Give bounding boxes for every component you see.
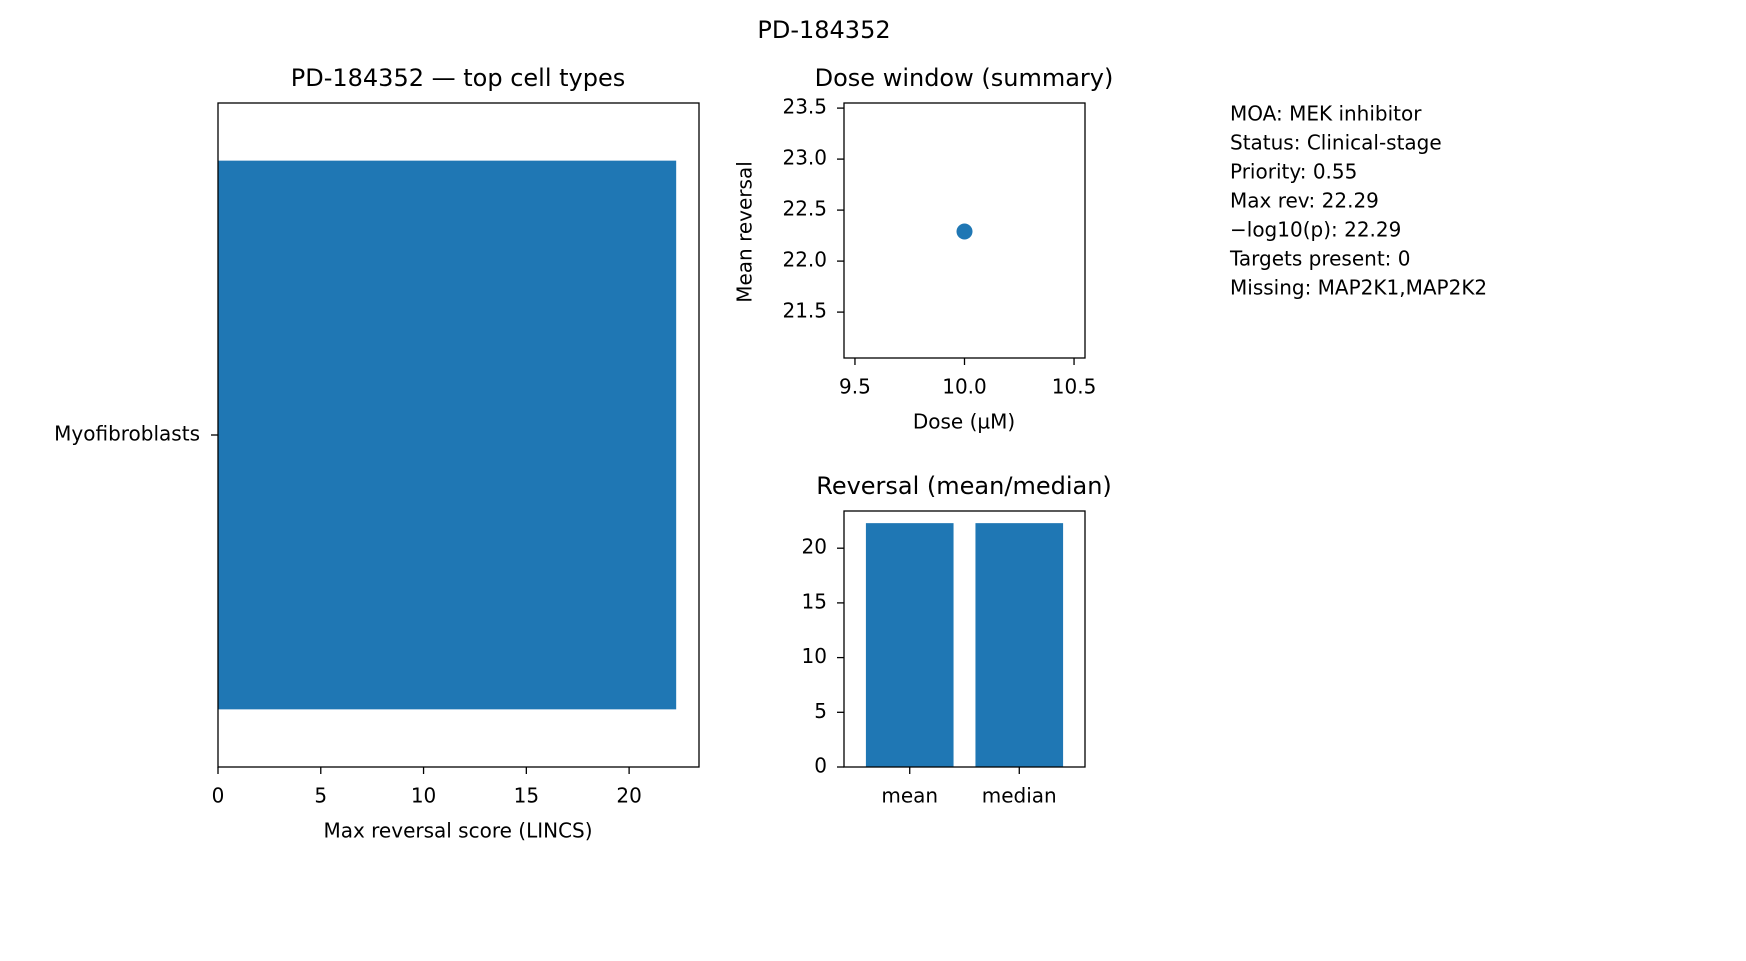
panel-top-cell-types: PD-184352 — top cell types 0 5 10 15 20 Myof… [54, 64, 700, 843]
panel-dose-window: Dose window (summary) 9.5 10.0 10.5 21.5 22… [733, 64, 1114, 434]
x-tick-label: 15 [514, 784, 539, 808]
panel1-x-axis-label: Max reversal score (LINCS) [323, 819, 592, 843]
info-line: Missing: MAP2K1,MAP2K2 [1230, 276, 1487, 300]
info-text-block: MOA: MEK inhibitor Status: Clinical-stage… [1229, 102, 1487, 300]
x-tick-label: 10.5 [1052, 375, 1097, 399]
bar-median [975, 523, 1064, 767]
y-tick-label: Myofibroblasts [54, 422, 200, 446]
x-tick-label: 20 [616, 784, 641, 808]
panel2-y-axis-label: Mean reversal [733, 161, 757, 303]
x-tick-label: 10.0 [942, 375, 987, 399]
y-tick-label: 15 [802, 589, 827, 613]
panel-reversal-mean-median: Reversal (mean/median) mean median 0 5 10 15… [802, 472, 1112, 808]
x-tick-label: mean [881, 784, 938, 808]
y-tick-label: 23.5 [782, 95, 827, 119]
info-line: Targets present: 0 [1229, 247, 1411, 271]
y-tick-label: 5 [814, 699, 827, 723]
figure-title: PD-184352 [757, 16, 890, 44]
x-tick-label: 9.5 [839, 375, 871, 399]
panel3-title: Reversal (mean/median) [816, 472, 1112, 500]
panel1-title: PD-184352 — top cell types [291, 64, 626, 92]
y-tick-label: 22.5 [782, 197, 827, 221]
y-tick-label: 10 [802, 644, 827, 668]
y-tick-label: 0 [814, 754, 827, 778]
info-line: Status: Clinical-stage [1230, 131, 1442, 155]
info-line: MOA: MEK inhibitor [1230, 102, 1422, 126]
info-line: −log10(p): 22.29 [1230, 218, 1401, 242]
x-tick-label: 0 [212, 784, 225, 808]
info-line: Max rev: 22.29 [1230, 189, 1379, 213]
panel2-x-axis-label: Dose (µM) [913, 410, 1015, 434]
bar-mean [865, 523, 954, 767]
info-line: Priority: 0.55 [1230, 160, 1357, 184]
bar-myofibroblasts [218, 160, 677, 710]
y-tick-label: 23.0 [782, 146, 827, 170]
y-tick-label: 21.5 [782, 299, 827, 323]
scatter-point [956, 223, 973, 240]
panel3-axes-frame [843, 510, 1086, 768]
y-tick-label: 22.0 [782, 248, 827, 272]
x-tick-label: 5 [314, 784, 327, 808]
panel2-title: Dose window (summary) [815, 64, 1114, 92]
y-tick-label: 20 [802, 535, 827, 559]
x-tick-label: median [982, 784, 1057, 808]
x-tick-label: 10 [411, 784, 436, 808]
